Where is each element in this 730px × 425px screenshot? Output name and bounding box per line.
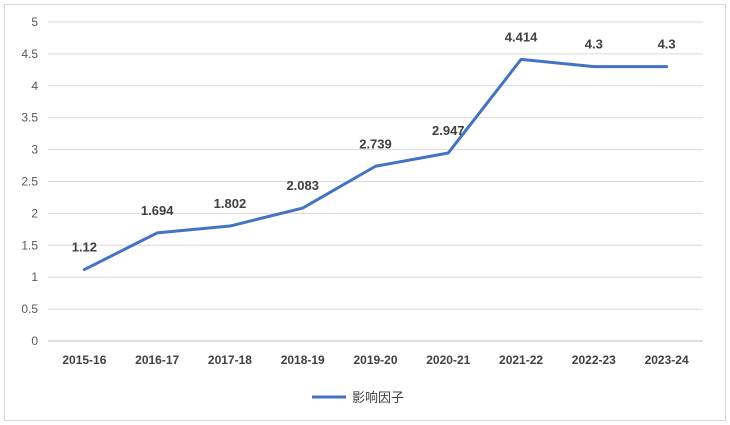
data-labels: 1.12 1.694 1.802 2.083 2.739 2.947 4.414 4.3 4.3 [72, 29, 676, 254]
data-label: 4.414 [505, 29, 538, 44]
gridlines [48, 21, 703, 342]
chart-frame [4, 4, 726, 421]
x-tick-label: 2021-22 [499, 353, 543, 367]
data-label: 4.3 [585, 37, 603, 52]
y-tick-label: 3.5 [21, 111, 38, 125]
y-tick-label: 3 [31, 143, 38, 157]
data-label: 4.3 [658, 37, 676, 52]
legend-label: 影响因子 [352, 390, 404, 406]
y-tick-label: 1 [31, 270, 38, 284]
x-tick-label: 2017-18 [208, 353, 252, 367]
series-line [82, 57, 669, 272]
x-tick-label: 2018-19 [281, 353, 325, 367]
y-tick-label: 1.5 [21, 238, 38, 252]
x-tick-label: 2020-21 [426, 353, 470, 367]
data-label: 2.947 [432, 123, 465, 138]
y-tick-label: 0.5 [21, 302, 38, 316]
y-tick-label: 0 [31, 334, 38, 348]
y-tick-label: 2 [31, 206, 38, 220]
legend: 影响因子 [312, 390, 404, 406]
x-tick-label: 2016-17 [135, 353, 179, 367]
y-tick-label: 4.5 [21, 47, 38, 61]
x-tick-label: 2015-16 [62, 353, 106, 367]
data-label: 1.802 [214, 196, 247, 211]
x-tick-label: 2022-23 [572, 353, 616, 367]
data-label: 1.12 [72, 240, 97, 255]
data-label: 1.694 [141, 203, 174, 218]
y-tick-label: 5 [31, 15, 38, 29]
x-tick-label: 2023-24 [645, 353, 689, 367]
x-tick-label: 2019-20 [353, 353, 397, 367]
x-axis-ticks: 2015-16 2016-17 2017-18 2018-19 2019-20 2020-… [62, 353, 689, 367]
y-axis-ticks: 0 0.5 1 1.5 2 2.5 3 3.5 4 4.5 5 [21, 15, 38, 348]
series-line-layer [82, 57, 669, 272]
data-label: 2.083 [286, 178, 319, 193]
y-tick-label: 2.5 [21, 175, 38, 189]
y-tick-label: 4 [31, 79, 38, 93]
data-label: 2.739 [359, 136, 392, 151]
